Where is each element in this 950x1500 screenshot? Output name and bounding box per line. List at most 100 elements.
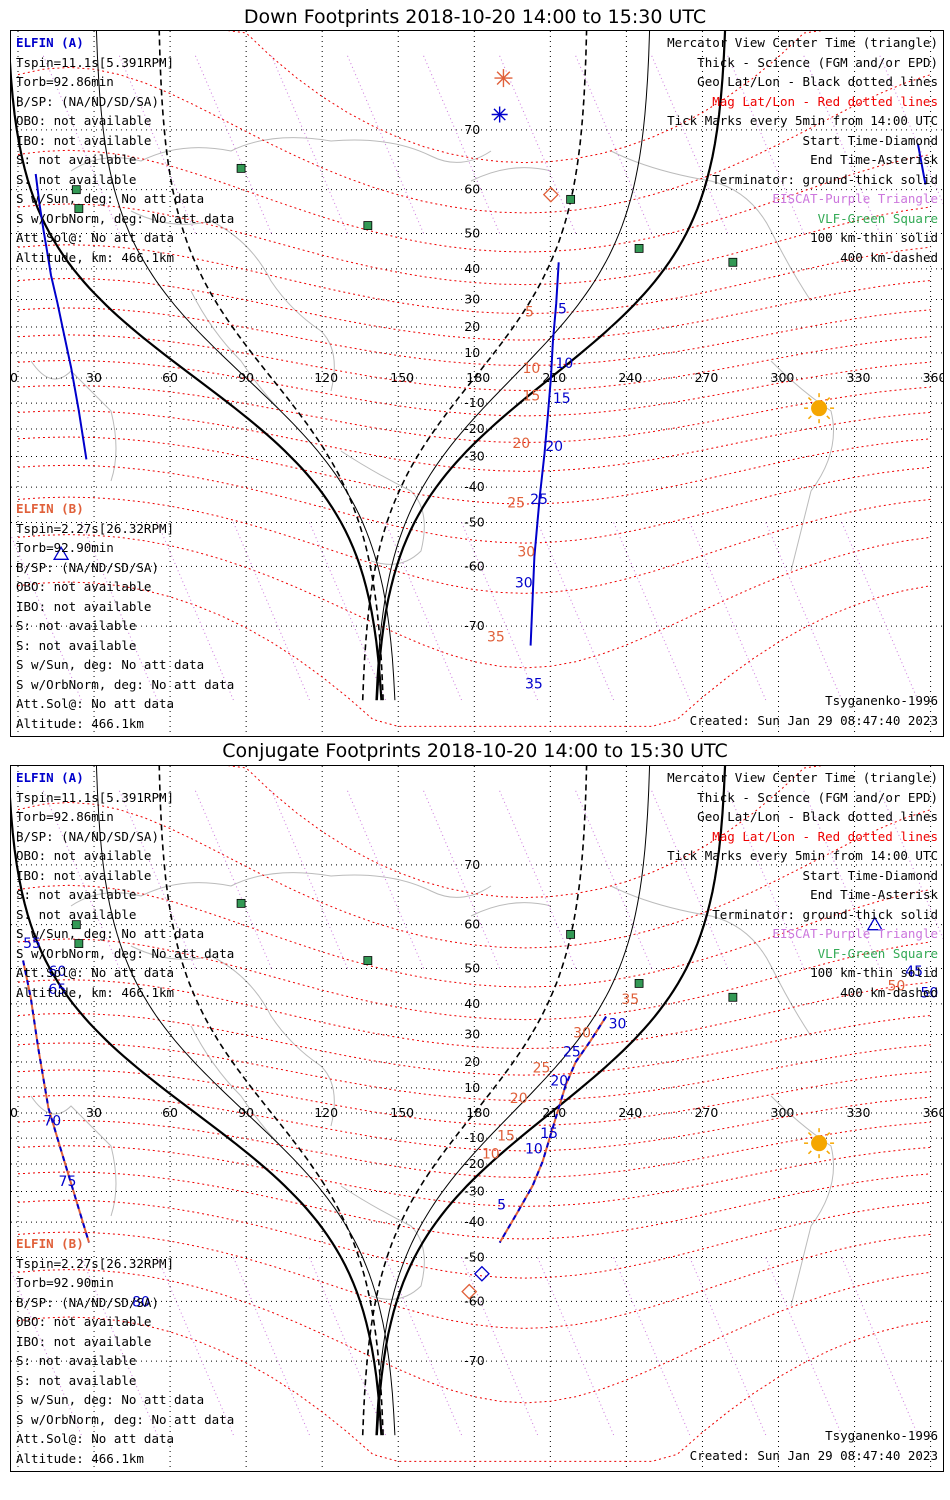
vlf-station-icon — [566, 929, 576, 939]
elfin-a-att: Att.Sol@: No att data — [16, 230, 175, 245]
mag-parallel — [17, 1269, 931, 1404]
lat-tick-label: -70 — [464, 1353, 484, 1368]
elfin-b-alt: Altitude: 466.1km — [16, 715, 144, 731]
time-tick-label: 25 — [563, 1045, 581, 1061]
lon-tick-label: 30 — [86, 1105, 102, 1120]
elfin-a-s-orb: S w/OrbNorm, deg: No att data — [16, 945, 235, 961]
legend-thick: Thick - Science (FGM and/or EPD) — [697, 54, 938, 70]
mag-parallel — [17, 581, 931, 727]
vlf-station-icon — [728, 257, 738, 267]
lon-tick-label: 60 — [162, 1105, 178, 1120]
terminator-line — [95, 31, 396, 701]
mag-meridian — [118, 790, 196, 969]
mag-meridian — [309, 1257, 387, 1436]
lon-tick-label: 0 — [11, 370, 18, 385]
elfin-a-tspin: Tspin=11.1s[5.391RPM] — [16, 54, 175, 70]
start-diamond-icon — [542, 186, 559, 203]
time-tick-label: 5 — [525, 304, 534, 320]
sun-ray — [807, 1150, 812, 1155]
mag-meridian — [537, 1257, 615, 1436]
legend-start: Start Time-Diamond — [802, 132, 938, 148]
mag-meridian — [499, 790, 577, 969]
elfin-a-track — [498, 1016, 607, 1244]
mag-meridian — [385, 1257, 463, 1436]
mag-meridian — [651, 55, 729, 234]
elfin-b-bsp: B/SP: (NA/ND/SD/SA) — [16, 559, 159, 575]
lat-tick-label: -20 — [464, 421, 484, 436]
legend-400km: 400 km-dashed — [840, 249, 938, 265]
lat-tick-label: -30 — [464, 449, 484, 464]
elfin-b-tspin: Tspin=2.27s[26.32RPM] — [16, 520, 175, 536]
lat-tick-label: -50 — [464, 515, 484, 530]
time-tick-label: 20 — [545, 439, 563, 455]
mag-meridian — [347, 790, 425, 969]
legend-geo: Geo Lat/Lon - Black dotted lines — [697, 809, 938, 824]
legend-vlf: VLF-Green Square — [817, 945, 938, 961]
legend-eiscat: EISCAT-Purple Triangle — [772, 926, 938, 941]
time-tick-label: 30 — [573, 1025, 591, 1041]
elfin-a-tspin: Tspin=11.1s[5.391RPM] — [16, 789, 175, 805]
elfin-b-label: ELFIN (B) — [16, 1236, 84, 1251]
elfin-a-track — [529, 262, 560, 646]
mag-parallel — [17, 66, 931, 214]
mag-parallel — [17, 1042, 931, 1102]
legend-400km: 400 km-dashed — [840, 984, 938, 1000]
mag-meridian — [156, 522, 234, 701]
sun-icon — [811, 1135, 828, 1152]
vlf-station-icon — [236, 163, 246, 173]
time-tick-label: 5 — [558, 302, 567, 318]
lat-tick-label: -60 — [464, 1293, 484, 1308]
mag-meridian — [841, 522, 919, 701]
lon-tick-label: 360 — [923, 370, 943, 385]
lat-tick-label: 70 — [464, 857, 480, 872]
mag-meridian — [841, 1257, 919, 1436]
lat-tick-label: 20 — [464, 319, 480, 334]
time-tick-label: 10 — [522, 361, 540, 377]
mag-meridian — [613, 522, 691, 701]
mag-parallel — [17, 307, 931, 367]
mag-meridian — [42, 55, 120, 234]
time-tick-label: 45 — [905, 964, 923, 980]
mag-meridian — [879, 790, 943, 940]
lon-tick-label: 150 — [390, 1105, 414, 1120]
lat-tick-label: 60 — [464, 917, 480, 932]
sun-ray — [807, 397, 812, 401]
elfin-b-s2: S: not available — [16, 637, 137, 653]
vlf-station-icon — [71, 185, 81, 195]
elfin-a-s2: S: not available — [16, 171, 137, 187]
elfin-b-s-sun: S w/Sun, deg: No att data — [16, 1392, 205, 1407]
mag-meridian — [423, 55, 501, 234]
mag-meridian — [11, 534, 82, 701]
mag-grid — [11, 31, 943, 727]
mag-meridian — [156, 1257, 234, 1436]
mag-meridian — [651, 790, 729, 969]
start-diamond-icon — [461, 1283, 478, 1300]
sun-ray — [807, 1132, 812, 1136]
lat-tick-label: 40 — [464, 261, 480, 276]
created-label: Created: Sun Jan 29 08:47:40 2023 — [689, 1447, 938, 1463]
elfin-b-s2: S: not available — [16, 1372, 137, 1388]
mag-parallel — [17, 1094, 931, 1152]
elfin-b-att: Att.Sol@: No att data — [16, 696, 175, 711]
lon-tick-label: 240 — [618, 1105, 642, 1120]
elfin-a-torb: Torb=92.86min — [16, 809, 114, 824]
lon-tick-label: 150 — [390, 370, 414, 385]
elfin-a-s2: S: not available — [16, 906, 137, 922]
geo-grid: 0306090120150180210240270300330360706050… — [11, 766, 943, 1471]
lat-tick-label: 50 — [464, 960, 480, 975]
elfin-b-label: ELFIN (B) — [16, 501, 84, 516]
end-asterisk-icon — [493, 108, 506, 121]
mag-parallel — [17, 1069, 931, 1127]
mag-meridian — [803, 55, 881, 234]
elfin-b-s-orb: S w/OrbNorm, deg: No att data — [16, 1411, 235, 1427]
elfin-a-ibo: IBO: not available — [16, 132, 152, 148]
elfin-a-s-sun: S w/Sun, deg: No att data — [16, 191, 205, 206]
time-tick-label: 35 — [621, 992, 639, 1008]
legend-ticks: Tick Marks every 5min from 14:00 UTC — [667, 848, 938, 863]
mag-meridian — [575, 55, 653, 234]
mag-meridian — [727, 55, 805, 234]
mag-parallel — [17, 1119, 931, 1179]
elfin-a-torb: Torb=92.86min — [16, 74, 114, 89]
mag-meridian — [80, 1257, 158, 1436]
time-tick-label: 25 — [533, 1061, 551, 1077]
